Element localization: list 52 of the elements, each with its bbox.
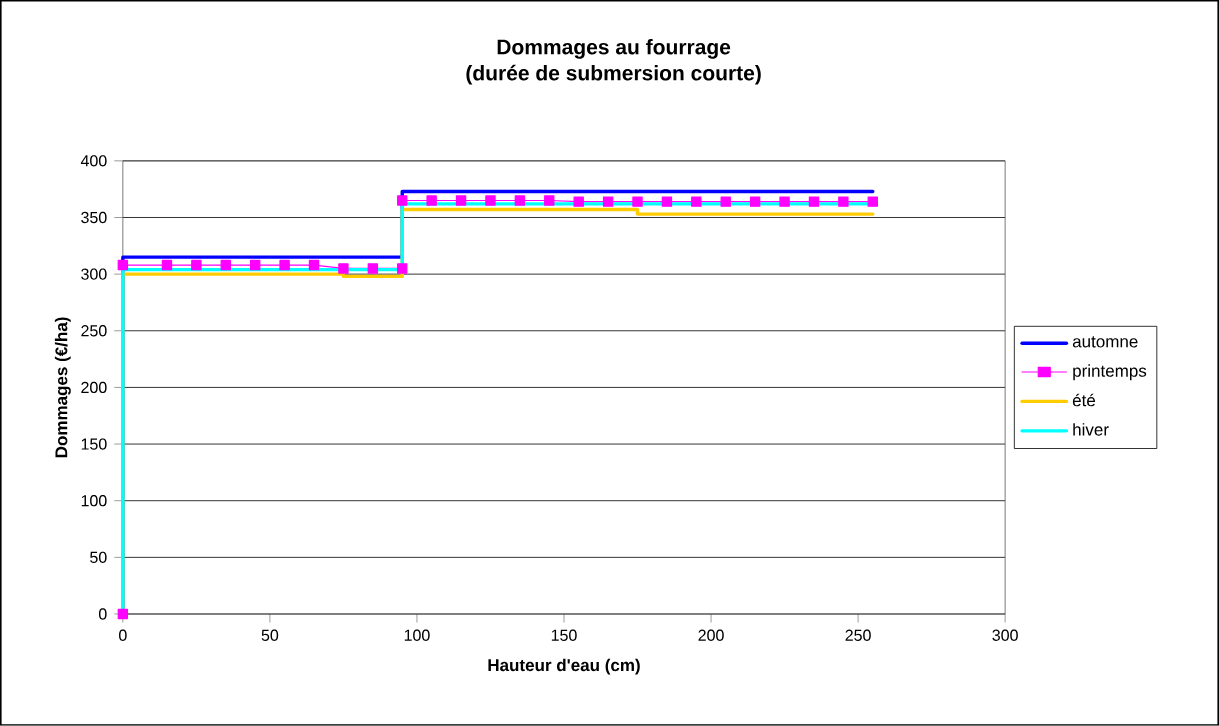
point <box>308 259 320 271</box>
y-axis-title: Dommages (€/ha) <box>54 317 71 458</box>
point <box>220 259 231 271</box>
x-tick-label: 150 <box>551 629 577 642</box>
y-tick-label: 350 <box>81 211 107 224</box>
point <box>397 263 408 274</box>
x-axis-title: Hauteur d'eau (cm) <box>488 658 640 675</box>
x-tick-label: 0 <box>119 629 127 642</box>
y-tick-label: 50 <box>90 551 107 564</box>
x-tick-label: 100 <box>404 629 430 642</box>
point <box>397 195 408 206</box>
chart-title: Dommages au fourrage <box>497 39 731 59</box>
point <box>485 195 496 206</box>
point <box>367 263 379 274</box>
point <box>544 195 555 206</box>
point <box>867 196 878 207</box>
point <box>838 196 849 207</box>
point <box>573 196 584 207</box>
point <box>661 196 673 207</box>
point <box>191 259 202 271</box>
point <box>602 196 614 207</box>
point <box>720 196 731 207</box>
point <box>117 259 129 271</box>
point <box>117 608 129 620</box>
point <box>338 263 349 274</box>
point <box>808 196 820 207</box>
y-tick-label: 100 <box>81 495 107 507</box>
x-tick-label: 50 <box>261 629 279 642</box>
point <box>749 196 761 207</box>
y-tick-label: 200 <box>81 381 107 394</box>
point <box>279 259 290 271</box>
x-tick-label: 300 <box>992 629 1018 642</box>
point <box>779 196 790 207</box>
point <box>455 195 467 206</box>
point <box>632 196 643 207</box>
x-tick-label: 250 <box>845 629 871 642</box>
x-tick-label: 200 <box>698 629 724 642</box>
point <box>249 259 261 271</box>
legend-label: hiver <box>1073 423 1109 436</box>
legend-label: automne <box>1072 336 1138 348</box>
point <box>161 259 173 271</box>
y-tick-label: 150 <box>81 438 107 450</box>
legend-label: printemps <box>1073 364 1147 381</box>
y-tick-label: 400 <box>80 155 107 167</box>
y-tick-label: 250 <box>81 325 107 337</box>
chart-subtitle: (durée de submersion courte) <box>466 64 761 85</box>
y-tick-label: 0 <box>98 608 107 620</box>
point <box>691 196 702 207</box>
legend-label: été <box>1072 393 1096 407</box>
point <box>426 195 437 206</box>
y-tick-label: 300 <box>81 268 107 280</box>
point <box>514 195 526 206</box>
